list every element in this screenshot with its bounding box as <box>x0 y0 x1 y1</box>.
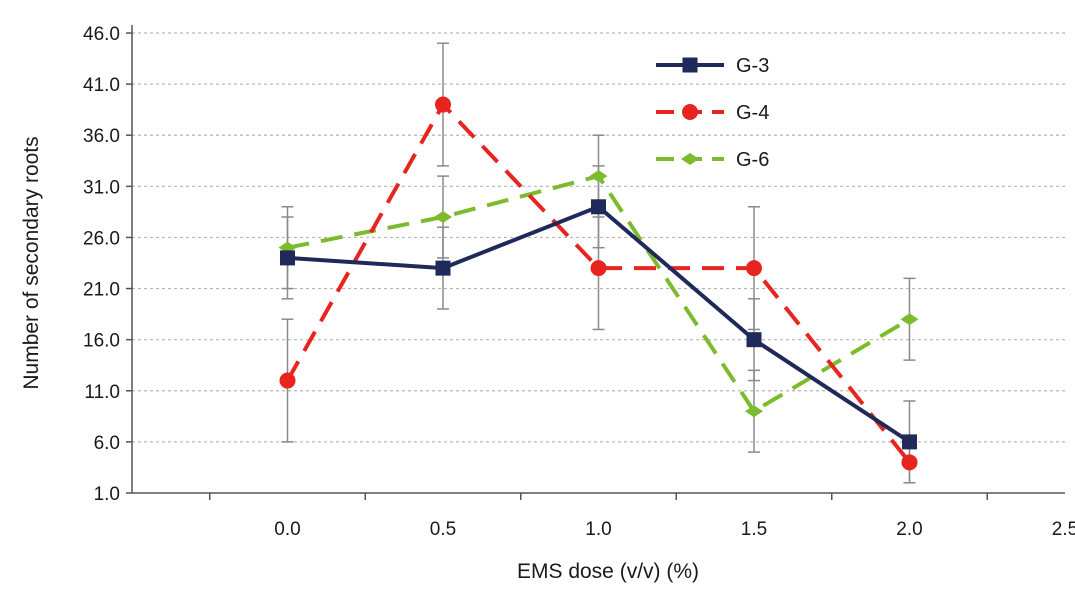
y-tick-label: 11.0 <box>84 382 120 403</box>
legend-label-g-3: G-3 <box>736 55 769 77</box>
data-point-g-4 <box>590 260 607 277</box>
legend-label-g-6: G-6 <box>736 149 769 171</box>
series-line-g-4 <box>285 102 912 464</box>
legend-marker-g-4 <box>682 104 698 120</box>
data-point-g-3 <box>435 260 451 276</box>
data-point-g-3 <box>591 199 606 215</box>
data-point-g-4 <box>746 260 762 277</box>
x-tick-label: 2.0 <box>896 519 922 540</box>
data-point-g-4 <box>901 454 918 471</box>
data-point-g-3 <box>746 332 762 348</box>
y-tick-label: 31.0 <box>83 177 120 198</box>
x-tick-label: 1.5 <box>741 519 767 540</box>
x-tick-label: 2.5 <box>1052 519 1075 540</box>
legend-marker-g-6 <box>681 153 699 165</box>
data-point-g-4 <box>435 96 451 113</box>
data-point-g-4 <box>279 372 296 389</box>
legend: G-3 G-4 G-6 <box>656 55 769 171</box>
x-axis-title: EMS dose (v/v) (%) <box>517 560 699 583</box>
data-point-g-6 <box>900 313 919 326</box>
y-tick-label: 21.0 <box>83 280 120 301</box>
data-point-g-6 <box>589 170 608 183</box>
y-axis-title: Number of secondary roots <box>20 136 43 389</box>
axes: 1.0 6.0 11.0 16.0 21.0 26.0 31.0 36.0 41.0 46.0 0.… <box>83 24 1075 540</box>
legend-label-g-4: G-4 <box>736 102 769 124</box>
x-tick-label: 0.5 <box>430 519 456 540</box>
x-tick-label: 0.0 <box>274 519 300 540</box>
data-point-g-6 <box>745 405 763 418</box>
y-tick-label: 41.0 <box>83 75 120 96</box>
data-points <box>278 96 919 471</box>
data-point-g-6 <box>434 211 452 223</box>
x-tick-label: 1.0 <box>585 519 611 540</box>
y-tick-label: 26.0 <box>83 228 120 249</box>
data-point-g-3 <box>280 250 295 266</box>
y-tick-label: 6.0 <box>94 433 120 454</box>
legend-marker-g-3 <box>682 57 698 73</box>
y-tick-label: 36.0 <box>83 126 120 147</box>
y-tick-label: 16.0 <box>83 331 120 352</box>
data-point-g-3 <box>902 434 917 450</box>
y-tick-label: 1.0 <box>94 484 120 505</box>
y-tick-label: 46.0 <box>83 24 120 45</box>
